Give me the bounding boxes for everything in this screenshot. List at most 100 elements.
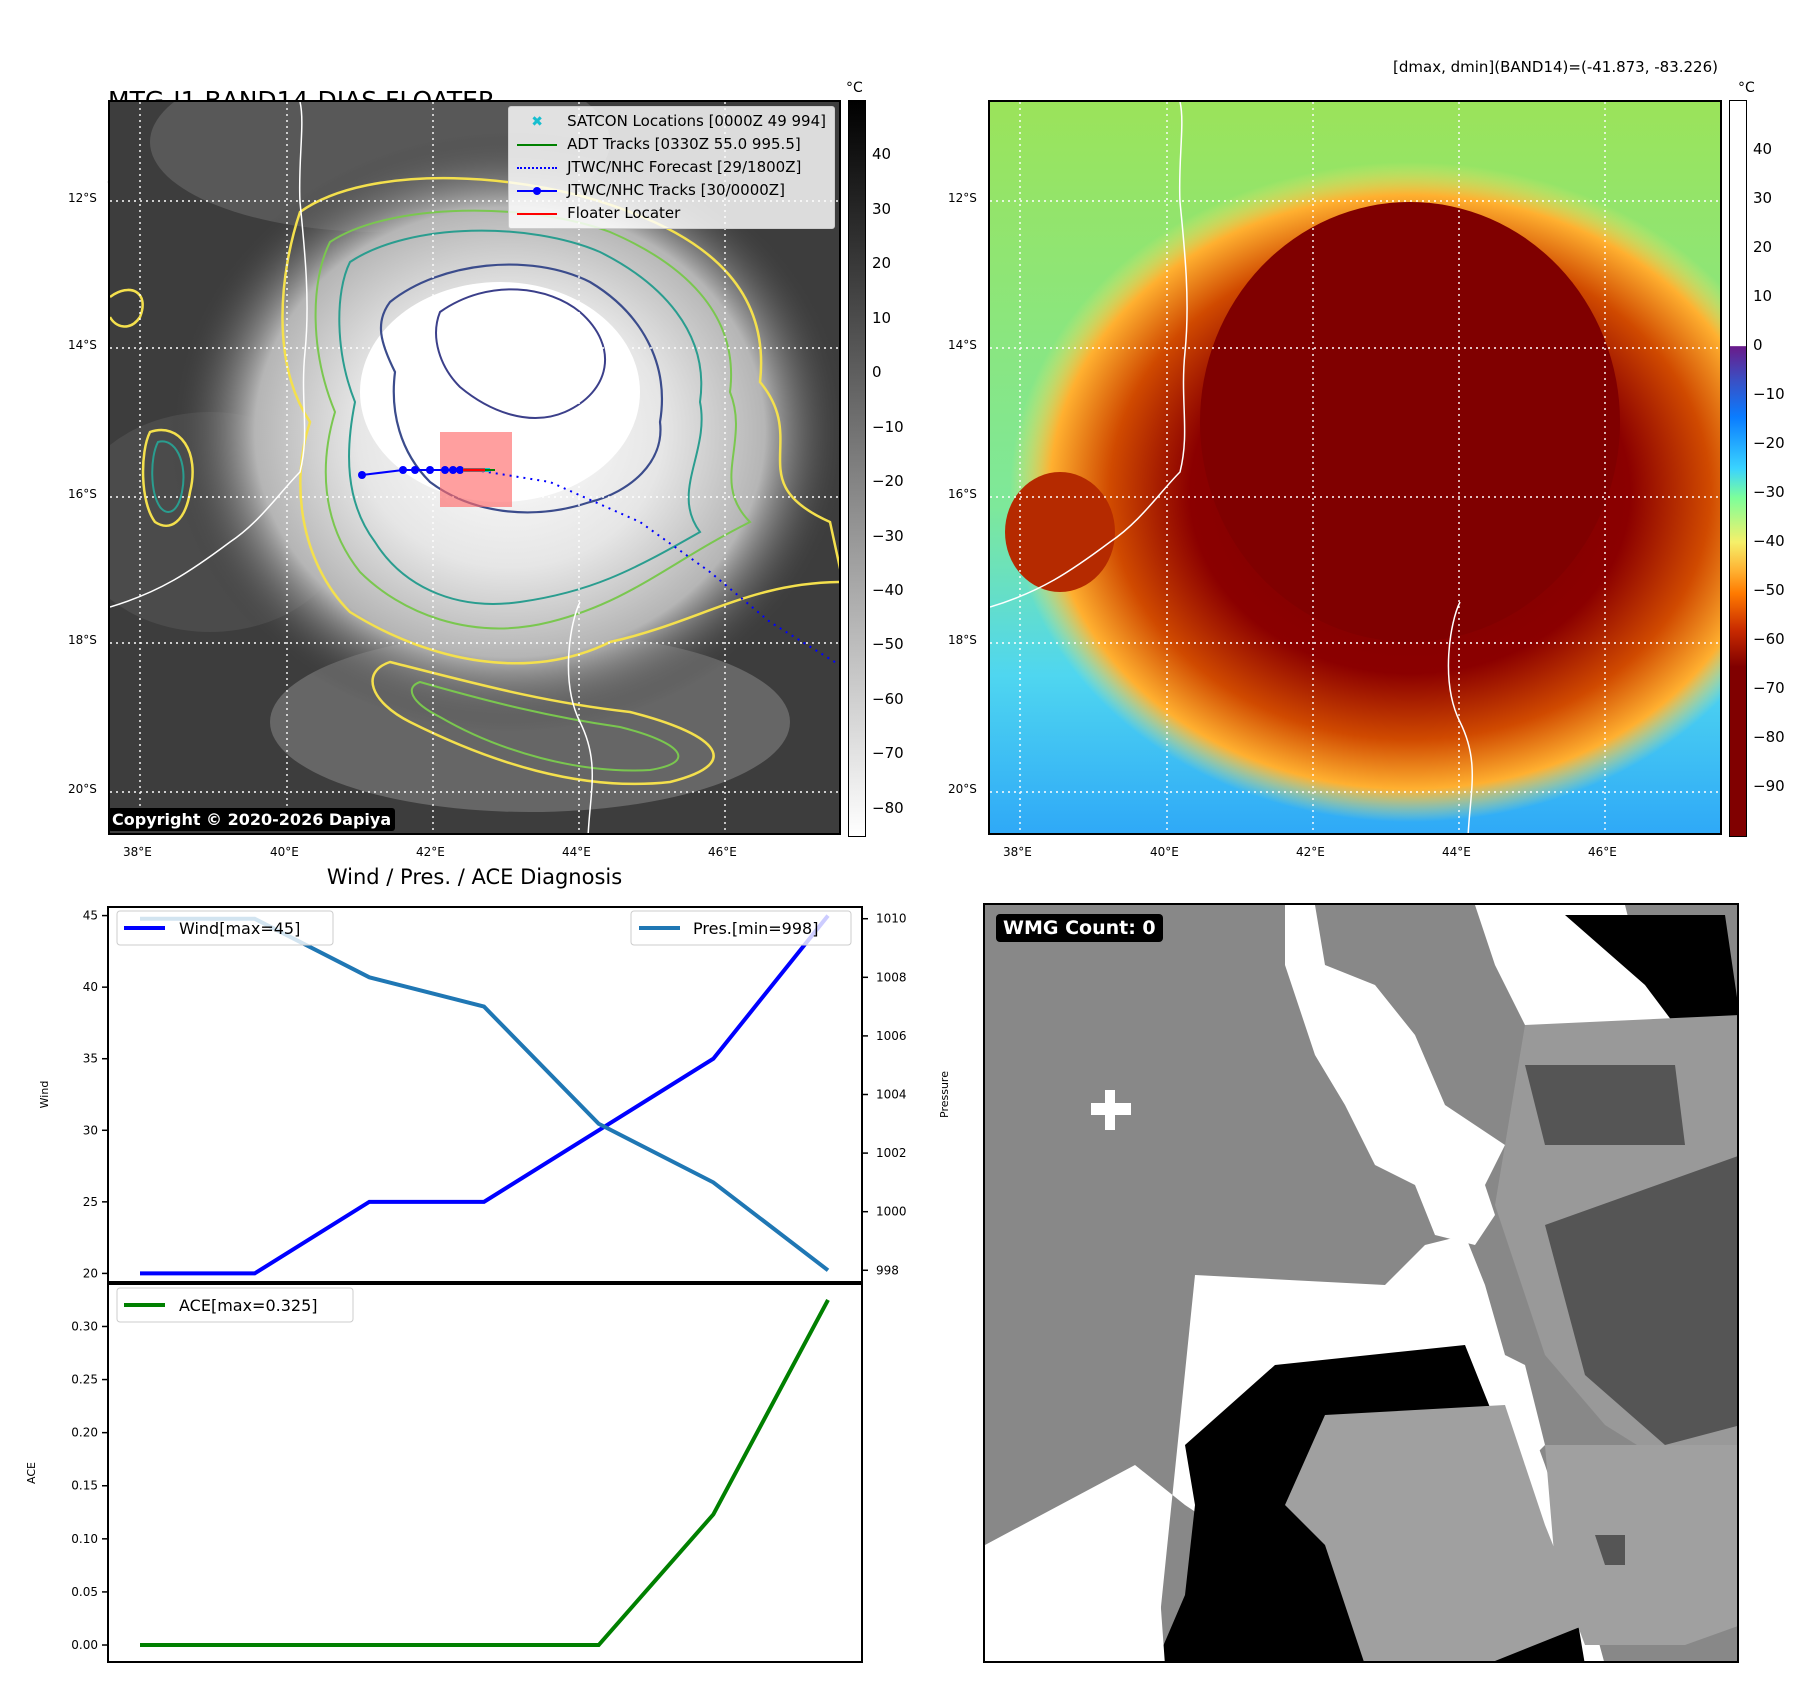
wind-tick-label: 30: [83, 1123, 98, 1137]
legend-satcon: ✖ SATCON Locations [0000Z 49 994]: [517, 110, 826, 133]
lon-tick-label: 40°E: [270, 845, 299, 859]
colorbar-tick-label: 10: [1753, 287, 1773, 305]
line-icon: [517, 208, 558, 220]
ace-tick-label: 0.10: [71, 1532, 98, 1546]
line-dot-icon: [517, 185, 558, 197]
pressure-tick-label: 1008: [876, 970, 907, 984]
wind-plot-area: [107, 906, 863, 1283]
awv-imagery: [990, 102, 1720, 833]
lat-tick-label: 16°S: [948, 487, 977, 501]
pressure-axis-label: Pressure: [938, 1071, 951, 1118]
dotted-line-icon: [517, 162, 558, 174]
colorbar-tick-label: 40: [1753, 140, 1773, 158]
lat-tick-label: 18°S: [948, 633, 977, 647]
colorbar-tick-label: −60: [1753, 630, 1785, 648]
wind-tick-label: 25: [83, 1195, 98, 1209]
lat-tick-label: 14°S: [948, 338, 977, 352]
map-gridlines: [990, 102, 1720, 833]
colorbar-tick-label: −90: [1753, 777, 1785, 795]
colorbar-tick-label: 20: [1753, 238, 1773, 256]
ace-tick-label: 0.15: [71, 1479, 98, 1493]
colorbar-tick-label: −70: [872, 744, 904, 763]
lat-tick-label: 20°S: [68, 782, 97, 796]
colorbar-tick-label: 20: [872, 254, 892, 273]
wind-tick-label: 20: [83, 1266, 98, 1280]
lon-tick-label: 44°E: [1442, 845, 1471, 859]
wmg-count-badge: WMG Count: 0: [996, 914, 1163, 942]
band14-range: [dmax, dmin](BAND14)=(-41.873, -83.226): [1393, 58, 1718, 76]
colorbar-tick-label: 0: [1753, 336, 1763, 354]
colorbar-tick-label: 0: [872, 363, 882, 382]
colorbar-tick-label: −40: [872, 581, 904, 599]
colorbar-tick-label: −70: [1753, 679, 1785, 697]
wind-legend: Wind[max=45]: [116, 910, 334, 946]
awv-map[interactable]: [988, 100, 1722, 835]
pressure-legend: Pres.[min=998]: [630, 910, 852, 946]
ace-tick-label: 0.20: [71, 1426, 98, 1440]
legend-forecast: JTWC/NHC Forecast [29/1800Z]: [517, 156, 826, 179]
legend-tracks: JTWC/NHC Tracks [30/0000Z]: [517, 179, 826, 202]
line-icon: [517, 139, 558, 151]
colorbar-tick-label: 40: [872, 145, 892, 164]
band14-map[interactable]: ✖ SATCON Locations [0000Z 49 994] ADT Tra…: [108, 100, 841, 835]
colorbar-tick-label: 30: [872, 199, 892, 218]
lon-tick-label: 46°E: [1588, 845, 1617, 859]
lat-tick-label: 14°S: [68, 338, 97, 352]
lon-tick-label: 42°E: [416, 845, 445, 859]
pressure-legend-label: Pres.[min=998]: [693, 919, 818, 938]
track-points: [358, 466, 464, 479]
pressure-tick-label: 1004: [876, 1088, 907, 1102]
wind-pressure-chart: 20 25 30 35 40 45 998 1000 1002 1004 1006 1008 1010 W…: [38, 906, 951, 1283]
ace-tick-label: 0.25: [71, 1373, 98, 1387]
wind-legend-label: Wind[max=45]: [179, 919, 300, 938]
colorbar-tick-label: −30: [1753, 483, 1785, 501]
wmg-panel[interactable]: WMG Count: 0: [983, 903, 1739, 1663]
lat-tick-label: 18°S: [68, 633, 97, 647]
colorbar-tick-label: −10: [1753, 385, 1785, 403]
colorbar-tick-label: 30: [1753, 189, 1773, 207]
lon-tick-label: 40°E: [1150, 845, 1179, 859]
ace-tick-label: 0.00: [71, 1638, 98, 1652]
lon-tick-label: 42°E: [1296, 845, 1325, 859]
colorbar-tick-label: −50: [1753, 581, 1785, 599]
colorbar-tick-label: −30: [872, 526, 904, 545]
diagnosis-title: Wind / Pres. / ACE Diagnosis: [326, 865, 623, 889]
legend-adt: ADT Tracks [0330Z 55.0 995.5]: [517, 133, 826, 156]
colorbar-tick-label: −80: [1753, 728, 1785, 746]
pressure-tick-label: 1006: [876, 1029, 907, 1043]
colorbar-tick-label: −10: [872, 417, 904, 436]
ace-tick-label: 0.05: [71, 1585, 98, 1599]
colorbar-tick-label: −60: [872, 689, 904, 708]
lat-tick-label: 16°S: [68, 487, 97, 501]
lat-tick-label: 12°S: [68, 191, 97, 205]
legend-floater: Floater Locater: [517, 202, 826, 225]
colorbar-tick-label: −40: [1753, 532, 1785, 550]
wind-tick-label: 35: [83, 1052, 98, 1066]
map-legend: ✖ SATCON Locations [0000Z 49 994] ADT Tra…: [508, 106, 835, 229]
ace-chart: 0.00 0.05 0.10 0.15 0.20 0.25 0.30 ACE ACE[max=0…: [25, 1283, 863, 1663]
lon-tick-label: 38°E: [1003, 845, 1032, 859]
ace-tick-label: 0.30: [71, 1319, 98, 1333]
colorbar-tick-label: 10: [872, 308, 892, 327]
copyright-label: Copyright © 2020-2026 Dapiya: [108, 808, 396, 831]
lon-tick-label: 38°E: [123, 845, 152, 859]
left-colorbar: [848, 100, 866, 837]
ace-line: [140, 1298, 830, 1648]
pressure-tick-label: 1002: [876, 1146, 907, 1160]
right-colorbar: [1729, 100, 1747, 837]
band14-imagery: [110, 102, 839, 833]
x-marker-icon: ✖: [531, 113, 543, 130]
colorbar-tick-label: −50: [872, 635, 904, 654]
pressure-tick-label: 998: [876, 1263, 899, 1277]
wmg-classification-image: [985, 905, 1737, 1661]
lon-tick-label: 44°E: [562, 845, 591, 859]
colorbar-tick-label: −20: [872, 472, 904, 491]
ace-legend-label: ACE[max=0.325]: [179, 1296, 318, 1315]
wind-tick-label: 40: [83, 980, 98, 994]
ace-legend: ACE[max=0.325]: [116, 1287, 354, 1323]
ace-plot-area: [107, 1283, 863, 1663]
wind-line: [140, 914, 830, 1276]
left-colorbar-unit: °C: [846, 80, 863, 96]
pressure-tick-label: 1010: [876, 912, 907, 926]
wind-tick-label: 45: [83, 909, 98, 923]
